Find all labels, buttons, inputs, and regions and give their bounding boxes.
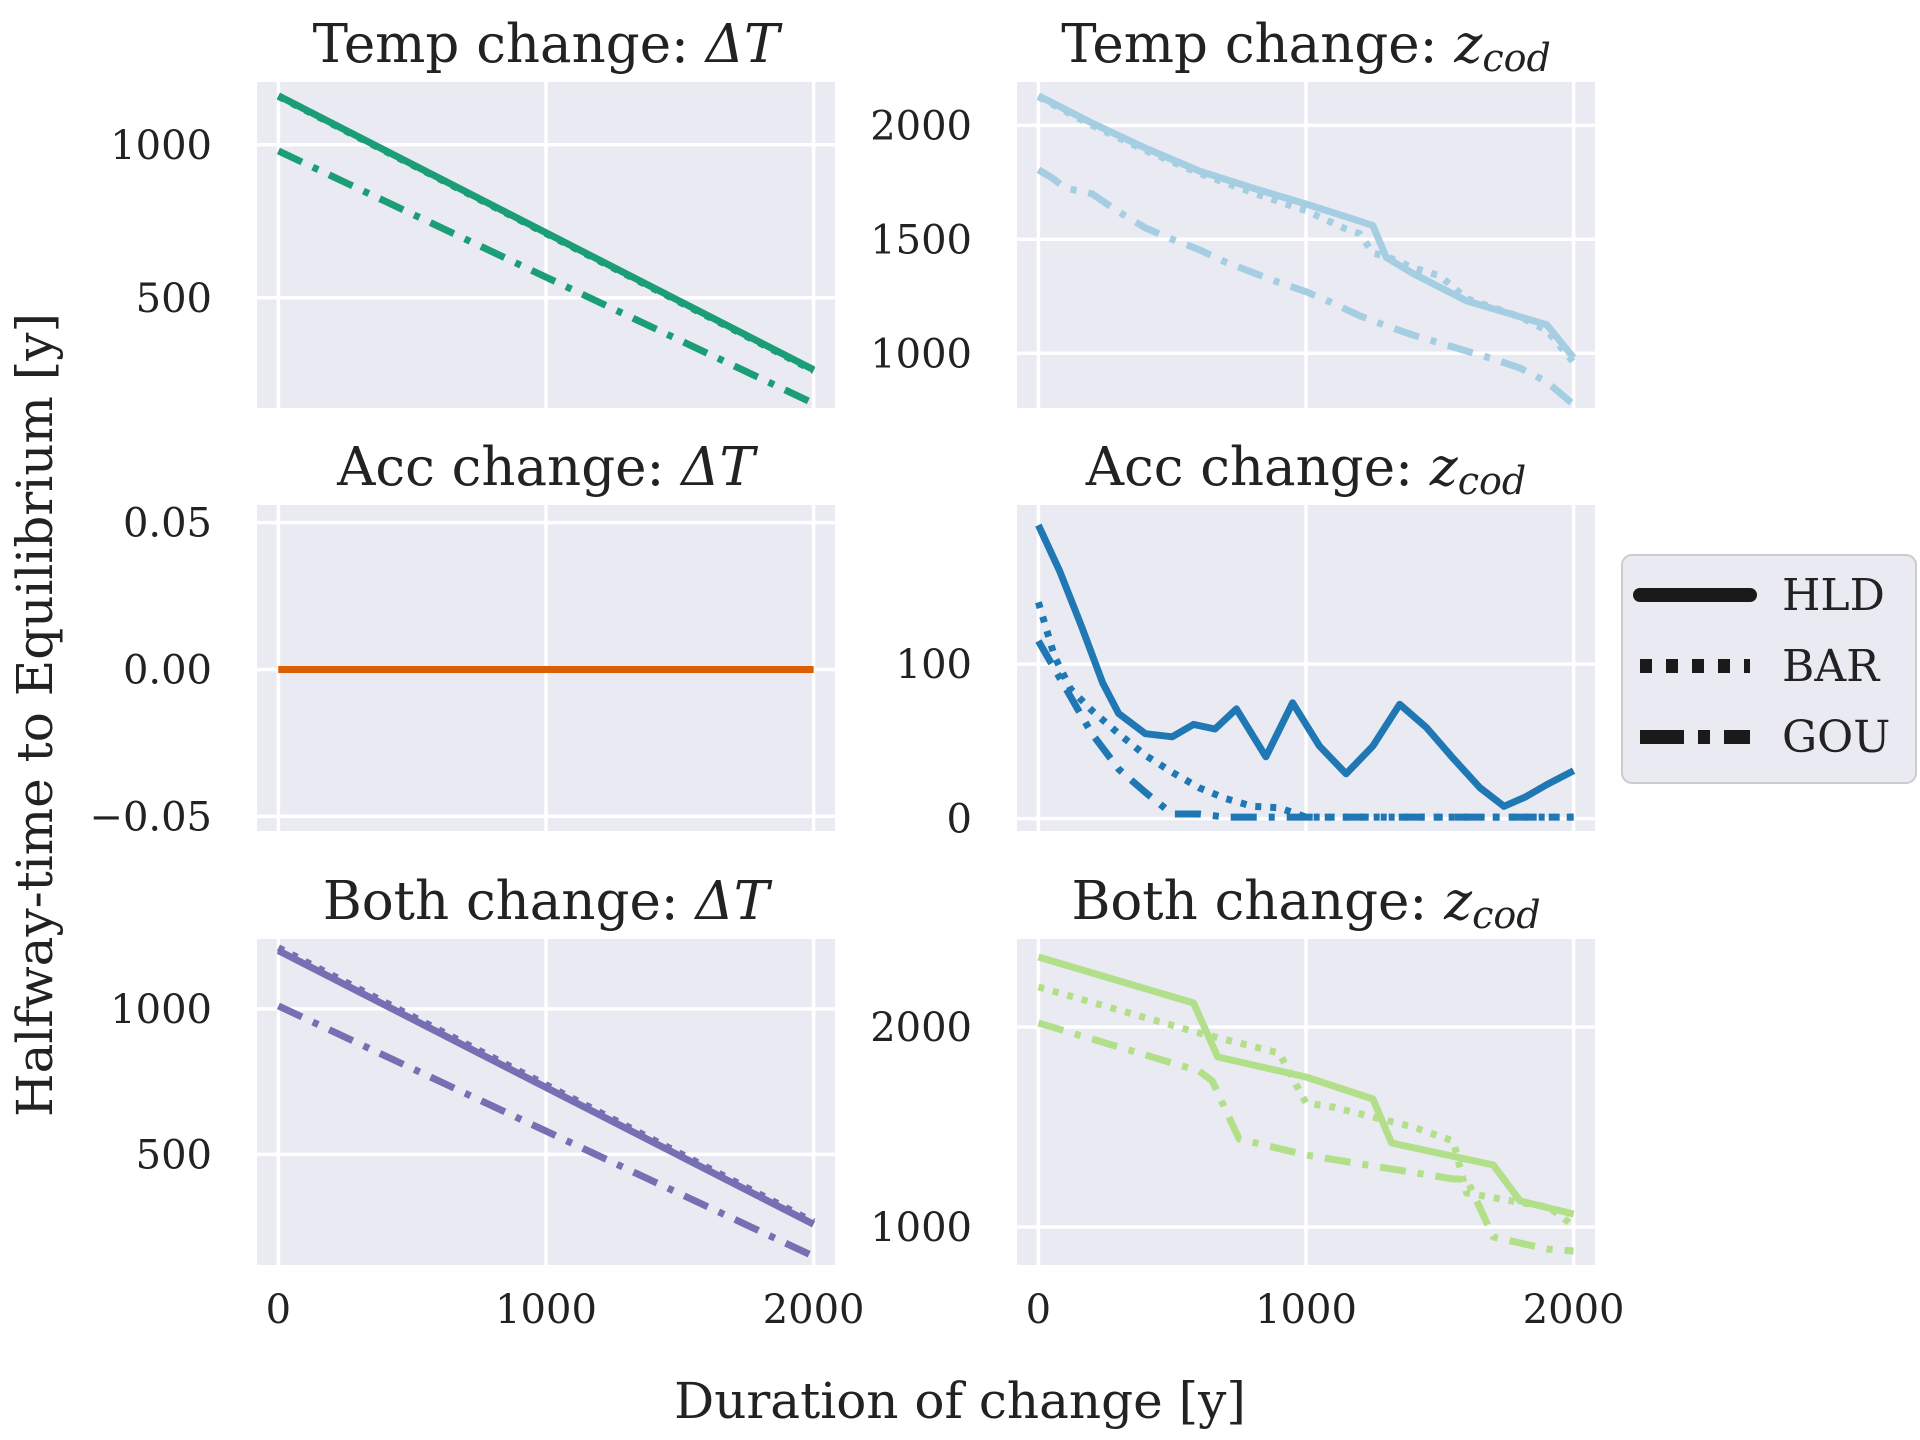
y-tick-label: 1000 xyxy=(870,331,972,377)
y-tick-label: 2000 xyxy=(870,103,972,149)
panel-3: −0.05 0.00 0.05 Acc change: ΔT xyxy=(89,437,835,840)
x-tick-label: 1000 xyxy=(495,1287,597,1333)
x-tick-label: 1000 xyxy=(1255,1287,1357,1333)
series-line-bar xyxy=(1036,93,1577,365)
series-line-gou xyxy=(1036,166,1576,408)
panel-title: Both change: ΔT xyxy=(323,871,773,932)
x-tick-label: 0 xyxy=(266,1287,291,1333)
y-tick-label: 1000 xyxy=(110,123,212,169)
panel-title: Acc change: zcod xyxy=(1085,437,1526,503)
panel-title: Both change: zcod xyxy=(1071,871,1540,937)
x-tick-label: 2000 xyxy=(763,1287,865,1333)
panel-title: Acc change: ΔT xyxy=(336,437,758,498)
panel-4: 0 100 Acc change: zcod xyxy=(896,437,1595,843)
series-line-hld xyxy=(1035,523,1576,810)
legend-label-gou: GOU xyxy=(1782,712,1890,763)
y-axis-label: Halfway-time to Equilibrium [y] xyxy=(6,313,64,1117)
panel-6: 0 1000 2000 1000 2000 Both change: zcod xyxy=(870,871,1624,1333)
series-line-bar xyxy=(1035,601,1574,821)
panel-1: 500 1000 Temp change: ΔT xyxy=(110,14,835,408)
y-tick-label: 500 xyxy=(136,276,212,322)
series-line-gou xyxy=(1037,1019,1574,1255)
series-line-hld xyxy=(1036,92,1577,361)
panel-title: Temp change: zcod xyxy=(1061,14,1551,80)
y-tick-label: 2000 xyxy=(870,1005,972,1051)
panel-title: Temp change: ΔT xyxy=(313,14,783,75)
legend-label-bar: BAR xyxy=(1782,641,1881,692)
panel-5: 0 1000 2000 500 1000 Both change: ΔT xyxy=(110,871,864,1333)
series-line-gou xyxy=(1035,639,1574,821)
y-tick-label: 1000 xyxy=(870,1205,972,1251)
legend: HLD BAR GOU xyxy=(1621,554,1917,784)
y-tick-label: 1500 xyxy=(870,217,972,263)
series-line-hld xyxy=(1037,953,1575,1218)
series-line-gou xyxy=(276,147,816,407)
x-tick-label: 0 xyxy=(1026,1287,1051,1333)
y-tick-label: 0 xyxy=(947,797,972,843)
x-axis-label: Duration of change [y] xyxy=(674,1372,1246,1430)
x-tick-label: 2000 xyxy=(1523,1287,1625,1333)
y-tick-label: 0.00 xyxy=(123,647,212,693)
legend-frame xyxy=(1621,554,1917,784)
series-line-hld xyxy=(276,92,816,373)
series-line-hld xyxy=(276,947,816,1228)
y-tick-label: 500 xyxy=(136,1132,212,1178)
legend-label-hld: HLD xyxy=(1782,570,1885,621)
y-tick-label: 100 xyxy=(896,642,972,688)
y-tick-label: 0.05 xyxy=(123,501,212,547)
y-tick-label: 1000 xyxy=(110,987,212,1033)
panel-2: 1000 1500 2000 Temp change: zcod xyxy=(870,14,1595,408)
y-tick-label: −0.05 xyxy=(89,794,212,840)
series-line-gou xyxy=(276,1002,816,1260)
